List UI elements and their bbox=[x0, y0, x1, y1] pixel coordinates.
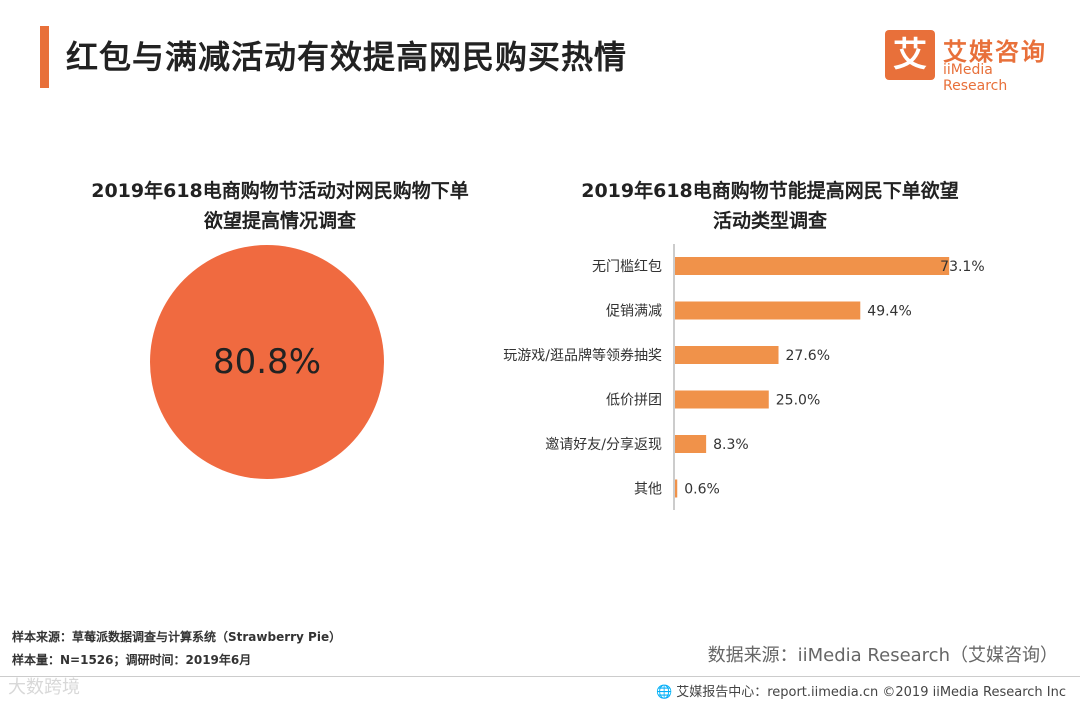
bar bbox=[675, 346, 779, 364]
pie-title-line2: 欲望提高情况调查 bbox=[203, 210, 356, 232]
pie-slice bbox=[150, 245, 384, 479]
bar bbox=[675, 479, 678, 498]
bar-category-label: 促销满减 bbox=[606, 304, 662, 320]
footnote-sample-source: 样本来源：草莓派数据调查与计算系统（Strawberry Pie） bbox=[12, 630, 342, 644]
pie-chart-title: 2019年618电商购物节活动对网民购物下单 欲望提高情况调查 bbox=[60, 176, 500, 236]
bar-category-label: 无门槛红包 bbox=[592, 259, 662, 275]
logo-name-cn: 艾媒咨询 bbox=[943, 38, 1047, 66]
bar-category-label: 低价拼团 bbox=[606, 393, 662, 409]
pie-value-label: 80.8% bbox=[212, 342, 321, 382]
bar bbox=[675, 301, 861, 320]
bar-category-label: 邀请好友/分享返现 bbox=[545, 436, 662, 453]
bar bbox=[675, 435, 707, 453]
footer: 🌐 艾媒报告中心：report.iimedia.cn ©2019 iiMedia … bbox=[656, 681, 1066, 700]
bar-value-label: 0.6% bbox=[684, 482, 720, 498]
footnote-sample-size: 样本量：N=1526；调研时间：2019年6月 bbox=[12, 653, 252, 667]
bar-title-line2: 活动类型调查 bbox=[712, 210, 827, 232]
brand-logo: 艾 艾媒咨询 iiMedia Research bbox=[885, 30, 1060, 94]
bar bbox=[675, 390, 769, 409]
data-source: 数据来源：iiMedia Research（艾媒咨询） bbox=[707, 645, 1058, 666]
bar-value-label: 73.1% bbox=[940, 259, 984, 275]
bar-value-label: 8.3% bbox=[713, 437, 749, 453]
pie-title-line1: 2019年618电商购物节活动对网民购物下单 bbox=[91, 180, 469, 202]
bar-value-label: 25.0% bbox=[776, 393, 820, 409]
bar-title-line1: 2019年618电商购物节能提高网民下单欲望 bbox=[581, 180, 959, 202]
footer-divider bbox=[0, 676, 1080, 677]
title-accent-bar bbox=[40, 26, 49, 88]
watermark: 大数跨境 bbox=[8, 677, 80, 698]
bar-value-label: 27.6% bbox=[786, 348, 830, 364]
bar-chart-title: 2019年618电商购物节能提高网民下单欲望 活动类型调查 bbox=[540, 176, 1000, 236]
bar-value-label: 49.4% bbox=[867, 304, 911, 320]
bar-category-label: 其他 bbox=[634, 482, 662, 498]
footer-text: 艾媒报告中心：report.iimedia.cn ©2019 iiMedia R… bbox=[676, 685, 1066, 700]
bar bbox=[675, 257, 950, 275]
logo-icon: 艾 bbox=[885, 30, 935, 80]
globe-icon: 🌐 bbox=[656, 685, 673, 700]
logo-name-en: iiMedia Research bbox=[943, 62, 1008, 94]
bar-category-label: 玩游戏/逛品牌等领券抽奖 bbox=[503, 347, 662, 364]
page-title: 红包与满减活动有效提高网民购买热情 bbox=[66, 38, 628, 76]
